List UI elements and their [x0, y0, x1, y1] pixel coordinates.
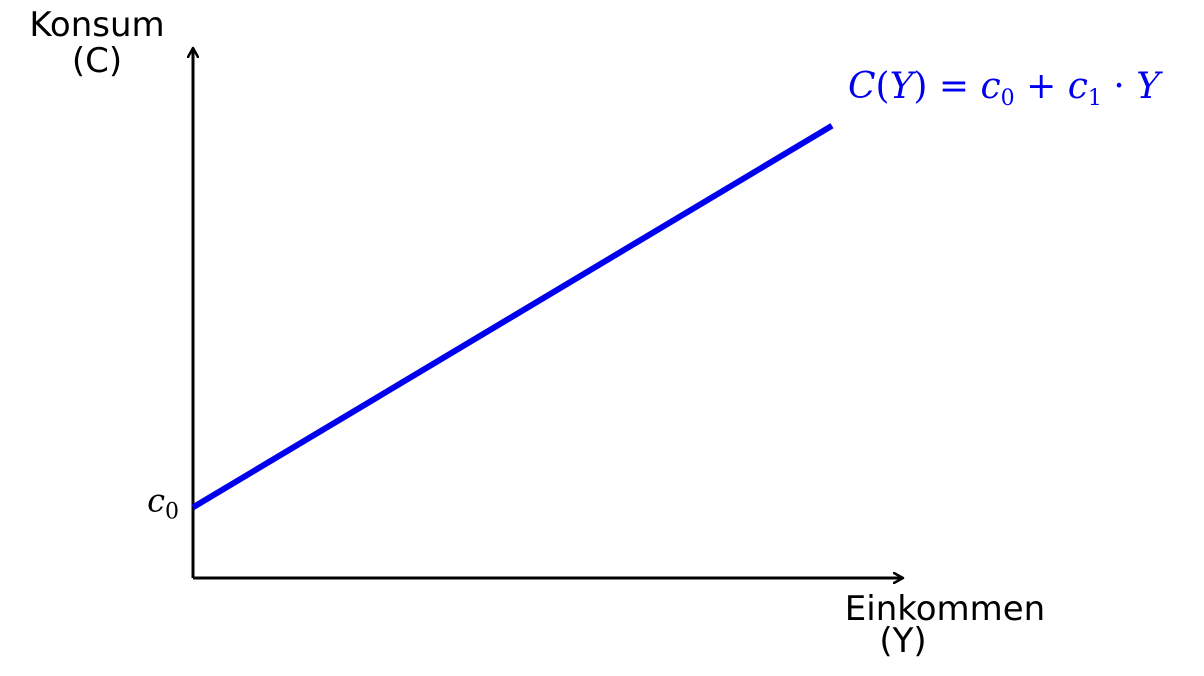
eq-dot: ·	[1102, 66, 1136, 107]
eq-c0: c	[980, 66, 1000, 107]
y-axis-title: Konsum	[29, 5, 164, 45]
consumption-line	[191, 123, 834, 510]
eq-Y1: Y	[890, 66, 917, 107]
eq-c0-sub: 0	[1001, 86, 1015, 111]
y-tick-label-main: c	[147, 481, 165, 519]
curve-equation-label: C(Y) = c0 + c1 · Y	[848, 66, 1163, 111]
eq-Y2: Y	[1136, 66, 1163, 107]
x-axis-symbol: (Y)	[879, 621, 926, 661]
y-tick-label-sub: 0	[165, 499, 179, 524]
eq-C: C	[848, 66, 876, 107]
eq-c1: c	[1068, 66, 1088, 107]
eq-c1-sub: 1	[1088, 86, 1102, 111]
x-axis-title: Einkommen	[845, 589, 1045, 629]
eq-open: (	[876, 66, 890, 107]
eq-plus: +	[1015, 66, 1068, 107]
eq-close-eq: ) =	[913, 66, 980, 107]
y-axis-symbol: (C)	[72, 41, 122, 81]
y-tick-label-c0: c0	[147, 481, 179, 524]
